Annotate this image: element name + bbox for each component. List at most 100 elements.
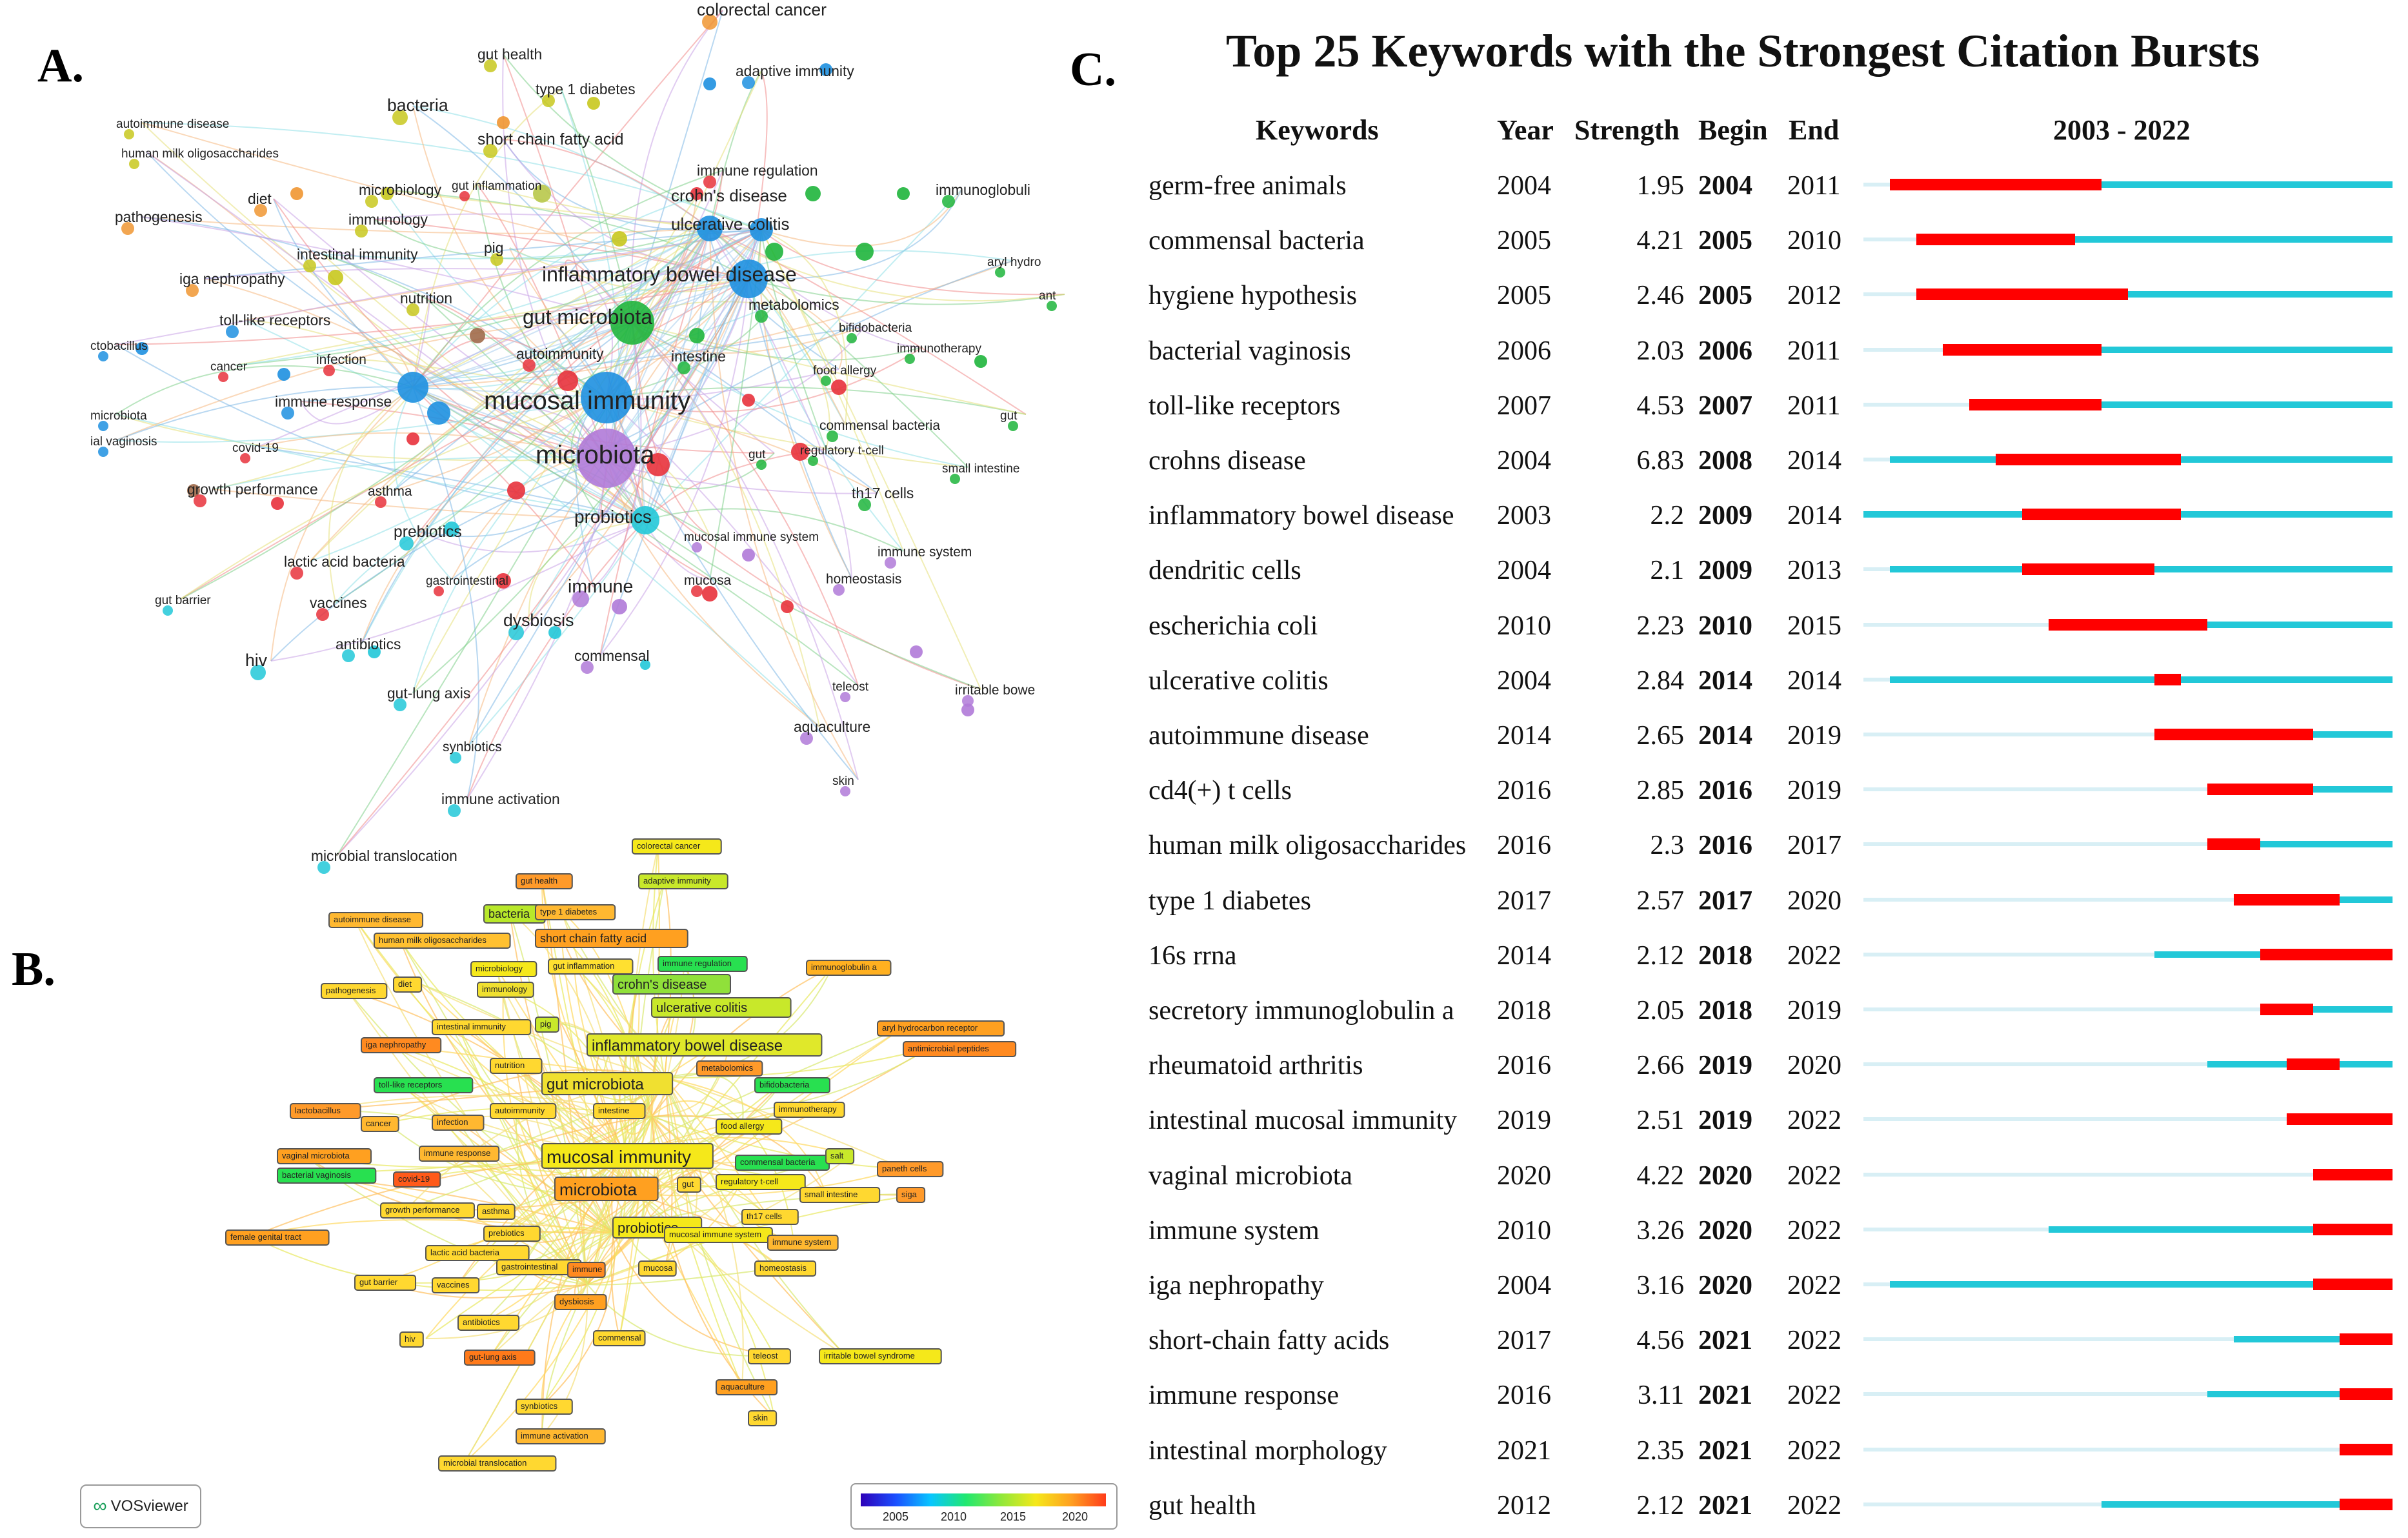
- overlay-tag: autoimmune disease: [328, 912, 424, 928]
- burst-track: [1863, 509, 2393, 521]
- overlay-tag-label: pathogenesis: [326, 986, 376, 995]
- overlay-tag-label: diet: [398, 979, 412, 989]
- overlay-tag-label: vaccines: [437, 1280, 470, 1290]
- network-edge: [606, 229, 762, 398]
- overlay-tag: bacteria: [483, 904, 546, 924]
- network-node: [483, 144, 497, 158]
- burst-year: 2017: [1497, 885, 1551, 916]
- overlay-tag: short chain fatty acid: [535, 929, 688, 948]
- network-label: probiotics: [574, 507, 652, 527]
- network-node: [831, 379, 847, 395]
- burst-active-span: [2102, 1501, 2393, 1508]
- burst-strength: 2.12: [1636, 1490, 1685, 1521]
- network-label: colorectal cancer: [697, 0, 827, 19]
- network-label: crohn's disease: [671, 186, 787, 205]
- burst-track: [1863, 454, 2393, 465]
- overlay-tag: th17 cells: [741, 1209, 799, 1225]
- overlay-tags: colorectal cancer gut health adaptive immu…: [225, 838, 1017, 1472]
- network-label: pig: [484, 239, 503, 256]
- burst-track: [1863, 838, 2393, 851]
- overlay-tag-box: [225, 1229, 330, 1246]
- overlay-tag: immune: [567, 1262, 606, 1278]
- overlay-tag-label: gut health: [521, 876, 557, 885]
- network-node: [961, 703, 974, 716]
- network-label: type 1 diabetes: [536, 81, 636, 97]
- overlay-tag-box: [877, 1161, 944, 1177]
- network-node: [328, 270, 343, 285]
- network-node: [98, 447, 108, 457]
- overlay-tag-label: gut barrier: [359, 1277, 398, 1287]
- burst-keyword: human milk oligosaccharides: [1149, 831, 1467, 861]
- network-node: [858, 498, 871, 511]
- burst-row: autoimmune disease 2014 2.65 2014 2019: [1149, 716, 2400, 768]
- overlay-tag-box: [696, 1060, 763, 1077]
- network-edge: [761, 229, 848, 425]
- overlay-tag: mucosal immune system: [664, 1227, 773, 1243]
- burst-inactive-span: [1863, 1172, 2313, 1177]
- burst-begin: 2019: [1698, 1051, 1752, 1081]
- overlay-edge: [587, 1267, 781, 1286]
- burst-begin: 2014: [1698, 721, 1752, 751]
- burst-year: 2004: [1497, 665, 1551, 696]
- overlay-tag-label: iga nephropathy: [366, 1040, 426, 1049]
- overlay-tag-label: irritable bowel syndrome: [824, 1351, 915, 1361]
- overlay-tag: food allergy: [716, 1118, 783, 1135]
- burst-row: commensal bacteria 2005 4.21 2005 2010: [1149, 221, 2400, 273]
- overlay-tag-label: gastrointestinal: [501, 1262, 558, 1271]
- overlay-tag-box: [483, 1226, 541, 1242]
- network-node: [124, 129, 134, 139]
- burst-end: 2022: [1787, 1106, 1841, 1136]
- overlay-tag-box: [877, 1020, 1005, 1037]
- overlay-tag-box: [535, 904, 616, 920]
- burst-period: [2022, 509, 2181, 521]
- network-node: [163, 605, 173, 616]
- overlay-tag-box: [425, 1245, 530, 1261]
- network-node: [194, 494, 206, 507]
- burst-keyword: intestinal morphology: [1149, 1435, 1387, 1466]
- burst-row: intestinal mucosal immunity 2019 2.51 2019 2…: [1149, 1101, 2400, 1153]
- network-edge: [696, 228, 762, 357]
- network-label: small intestine: [942, 462, 1019, 476]
- network-node: [827, 430, 838, 442]
- overlay-tag: vaccines: [432, 1277, 480, 1293]
- overlay-tag-label: asthma: [482, 1206, 510, 1216]
- network-node: [840, 786, 850, 796]
- overlay-tag: homeostasis: [754, 1260, 817, 1277]
- burst-row: secretory immunoglobulin a 2018 2.05 2018 20…: [1149, 991, 2400, 1043]
- network-label: homeostasis: [826, 572, 901, 587]
- network-edge: [141, 122, 762, 230]
- network-node: [833, 584, 845, 596]
- overlay-tag-box: [748, 1410, 778, 1426]
- network-node: [397, 372, 428, 403]
- network-label: ctobacillus: [90, 339, 148, 353]
- overlay-tag-label: siga: [901, 1189, 918, 1199]
- burst-row: immune system 2010 3.26 2020 2022: [1149, 1211, 2400, 1263]
- network-label: immune: [568, 576, 633, 597]
- burst-keyword: autoimmune disease: [1149, 721, 1369, 751]
- network-node: [187, 484, 200, 497]
- burst-inactive-span: [1863, 842, 2207, 847]
- overlay-tag-label: immunotherapy: [779, 1104, 837, 1114]
- overlay-tag-box: [432, 1115, 485, 1131]
- burst-inactive-span: [1863, 1502, 2102, 1506]
- network-node: [690, 187, 703, 200]
- overlay-tag-box: [896, 1187, 926, 1203]
- overlay-tag: lactic acid bacteria: [425, 1245, 530, 1261]
- overlay-edge: [638, 1193, 846, 1356]
- burst-begin: 2010: [1698, 611, 1752, 641]
- burst-strength: 2.65: [1636, 721, 1685, 751]
- network-edge: [606, 387, 1027, 415]
- burst-track: [1863, 1443, 2393, 1455]
- burst-keyword: gut health: [1149, 1490, 1256, 1521]
- burst-period: [2287, 1058, 2340, 1071]
- burst-keyword: vaginal microbiota: [1149, 1160, 1353, 1191]
- network-node: [819, 63, 832, 76]
- overlay-tag-box: [374, 1077, 474, 1093]
- network-label: diet: [248, 190, 272, 207]
- overlay-tag-label: microbiology: [476, 964, 523, 973]
- network-node: [271, 497, 284, 510]
- overlay-tag-box: [541, 1143, 714, 1169]
- burst-end: 2022: [1787, 1326, 1841, 1356]
- network-edge: [748, 278, 852, 579]
- network-edge: [412, 387, 479, 800]
